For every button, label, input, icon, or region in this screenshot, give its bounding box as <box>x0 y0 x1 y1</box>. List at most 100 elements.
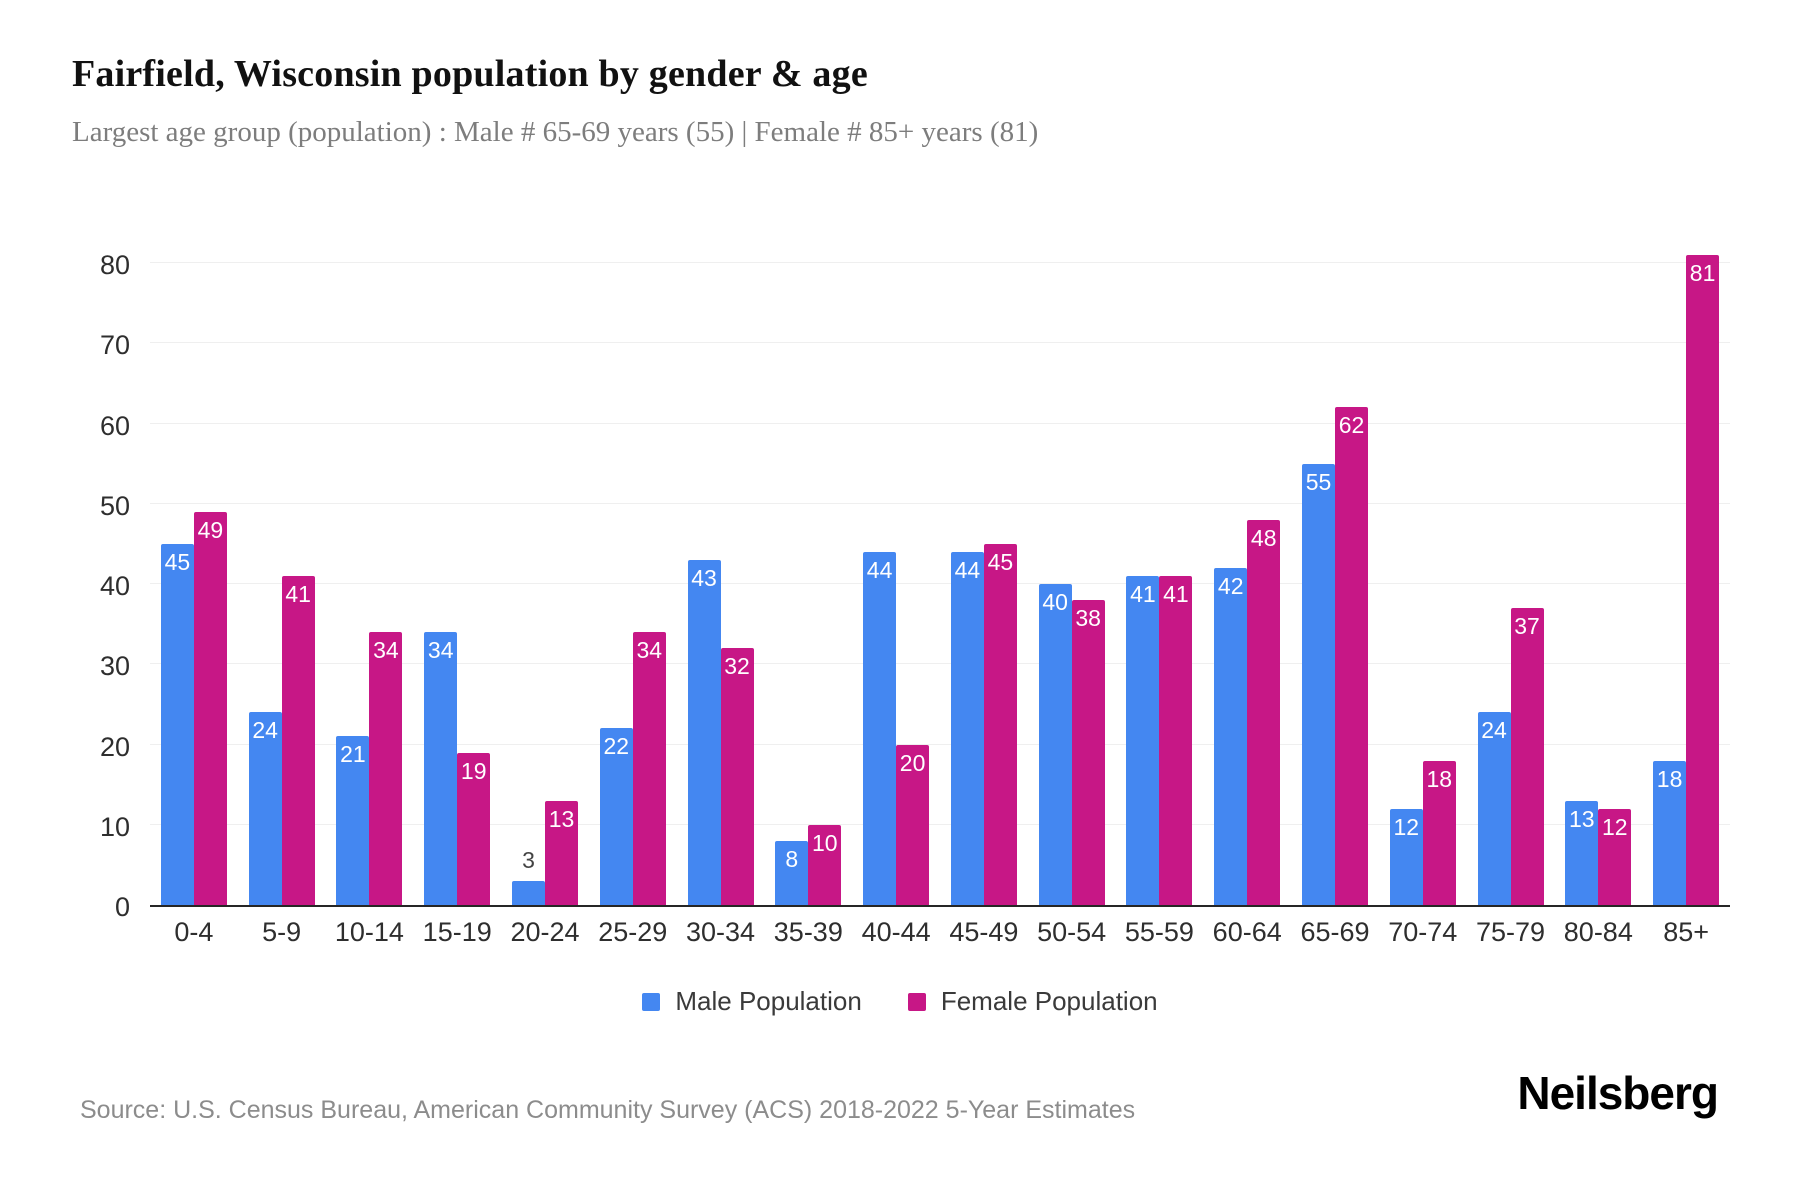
bar-female-60-64[interactable]: 48 <box>1247 519 1281 905</box>
bar-value-label-female-65-69: 62 <box>1338 412 1365 439</box>
x-tick-label-40-44: 40-44 <box>861 917 931 947</box>
bar-male-25-29[interactable]: 22 <box>599 728 633 905</box>
bar-female-20-24[interactable]: 13 <box>544 800 578 905</box>
y-tick-label-30: 30 <box>99 651 130 682</box>
x-tick-label-70-74: 70-74 <box>1388 917 1458 947</box>
bar-group-75-79: 24 37 <box>1467 257 1555 905</box>
bar-male-60-64[interactable]: 42 <box>1214 567 1248 905</box>
bar-female-35-39[interactable]: 10 <box>808 824 842 905</box>
y-tick-label-20: 20 <box>99 731 130 762</box>
bar-group-25-29: 22 34 <box>589 257 677 905</box>
bar-value-label-female-10-14: 34 <box>373 637 399 664</box>
bar-value-label-male-55-59: 41 <box>1130 581 1156 607</box>
bar-male-0-4[interactable]: 45 <box>160 543 194 905</box>
bar-male-85+[interactable]: 18 <box>1653 760 1687 905</box>
bar-group-70-74: 12 18 <box>1379 257 1467 905</box>
bar-male-20-24[interactable]: 3 <box>511 847 545 905</box>
female-series-swatch-icon <box>907 992 926 1011</box>
page-subtitle: Largest age group (population) : Male # … <box>72 116 1039 148</box>
bar-female-75-79[interactable]: 37 <box>1510 608 1544 905</box>
bar-male-70-74[interactable]: 12 <box>1389 808 1423 905</box>
bar-value-label-male-0-4: 45 <box>164 548 191 575</box>
x-tick-label-20-24: 20-24 <box>510 917 580 947</box>
bar-male-15-19[interactable]: 34 <box>424 632 458 905</box>
x-tick-label-0-4: 0-4 <box>174 917 214 947</box>
bar-group-35-39: 8 10 <box>764 257 852 905</box>
bar-male-65-69[interactable]: 55 <box>1301 463 1335 905</box>
bar-female-80-84[interactable]: 12 <box>1598 808 1632 905</box>
x-tick-label-15-19: 15-19 <box>422 917 492 947</box>
gridline-50 <box>150 502 1730 504</box>
gridline-30 <box>150 663 1730 665</box>
bar-value-label-male-35-39: 8 <box>785 845 799 872</box>
x-tick-label-50-54: 50-54 <box>1037 917 1107 947</box>
bar-female-70-74[interactable]: 18 <box>1422 760 1456 905</box>
bar-female-55-59[interactable]: 41 <box>1159 576 1193 905</box>
bar-female-30-34[interactable]: 32 <box>720 648 754 905</box>
bar-group-45-49: 44 45 <box>940 257 1028 905</box>
bar-male-50-54[interactable]: 40 <box>1038 584 1072 905</box>
gridline-10 <box>150 823 1730 825</box>
legend-label-female: Female Population <box>940 986 1158 1016</box>
gridline-60 <box>150 422 1730 424</box>
y-tick-label-80: 80 <box>99 250 130 281</box>
bar-male-80-84[interactable]: 13 <box>1565 800 1599 905</box>
bar-male-10-14[interactable]: 21 <box>336 736 370 905</box>
bar-value-label-female-50-54: 38 <box>1075 605 1101 632</box>
x-tick-label-75-79: 75-79 <box>1476 917 1546 947</box>
x-tick-label-65-69: 65-69 <box>1300 917 1370 947</box>
bar-female-25-29[interactable]: 34 <box>632 632 666 905</box>
legend-item-female[interactable]: Female Population <box>907 986 1158 1017</box>
bar-female-40-44[interactable]: 20 <box>896 744 930 905</box>
x-tick-label-55-59: 55-59 <box>1124 917 1194 947</box>
bar-value-label-female-85+: 81 <box>1689 260 1716 286</box>
x-tick-label-10-14: 10-14 <box>334 917 404 947</box>
bar-female-50-54[interactable]: 38 <box>1071 600 1105 905</box>
bar-female-5-9[interactable]: 41 <box>281 576 315 905</box>
bar-group-30-34: 43 32 <box>677 257 765 905</box>
bar-male-5-9[interactable]: 24 <box>248 712 282 905</box>
bar-value-label-female-60-64: 48 <box>1250 524 1277 551</box>
y-tick-label-40: 40 <box>99 571 130 601</box>
bar-male-40-44[interactable]: 44 <box>863 551 897 905</box>
bar-male-35-39[interactable]: 8 <box>775 840 809 905</box>
bar-female-45-49[interactable]: 45 <box>983 543 1017 905</box>
bar-male-75-79[interactable]: 24 <box>1477 712 1511 905</box>
x-tick-label-60-64: 60-64 <box>1212 917 1282 947</box>
bar-value-label-female-80-84: 12 <box>1602 813 1628 840</box>
gridline-20 <box>150 743 1730 745</box>
x-tick-label-80-84: 80-84 <box>1563 917 1633 947</box>
bar-group-55-59: 41 41 <box>1116 257 1204 905</box>
bar-female-65-69[interactable]: 62 <box>1334 407 1368 905</box>
x-tick-label-30-34: 30-34 <box>686 917 756 947</box>
bar-value-label-female-15-19: 19 <box>460 757 487 784</box>
bar-value-label-female-0-4: 49 <box>197 516 224 543</box>
bar-male-45-49[interactable]: 44 <box>950 551 984 905</box>
bar-value-label-male-85+: 18 <box>1656 765 1683 792</box>
bar-value-label-female-40-44: 20 <box>899 749 926 776</box>
bar-female-85+[interactable]: 81 <box>1686 255 1720 905</box>
bar-group-15-19: 34 19 <box>413 257 501 905</box>
bar-value-label-female-20-24: 13 <box>548 805 575 832</box>
x-tick-label-25-29: 25-29 <box>598 917 668 947</box>
legend-item-male[interactable]: Male Population <box>642 986 862 1017</box>
bar-value-label-female-55-59: 41 <box>1163 581 1189 607</box>
bar-female-15-19[interactable]: 19 <box>457 752 491 905</box>
bar-female-0-4[interactable]: 49 <box>193 511 227 905</box>
bar-value-label-female-70-74: 18 <box>1426 765 1453 792</box>
bar-female-10-14[interactable]: 34 <box>369 632 403 905</box>
x-tick-label-35-39: 35-39 <box>773 917 843 947</box>
gridline-70 <box>150 342 1730 344</box>
bar-male-55-59[interactable]: 41 <box>1126 576 1160 905</box>
bar-value-label-male-10-14: 21 <box>340 741 366 768</box>
bar-group-80-84: 13 12 <box>1554 257 1642 905</box>
bar-group-60-64: 42 48 <box>1203 257 1291 905</box>
bar-value-label-female-5-9: 41 <box>285 581 311 607</box>
chart-plot-area: 45 49 24 41 21 34 34 19 3 13 22 34 43 32 8 10 44 20 44 45 40… <box>150 255 1730 907</box>
y-tick-label-0: 0 <box>114 892 130 922</box>
x-tick-label-85+: 85+ <box>1663 917 1709 947</box>
bar-value-label-male-40-44: 44 <box>866 556 893 583</box>
bar-value-label-male-30-34: 43 <box>691 564 717 591</box>
bar-group-50-54: 40 38 <box>1028 257 1116 905</box>
bar-male-30-34[interactable]: 43 <box>687 559 721 905</box>
